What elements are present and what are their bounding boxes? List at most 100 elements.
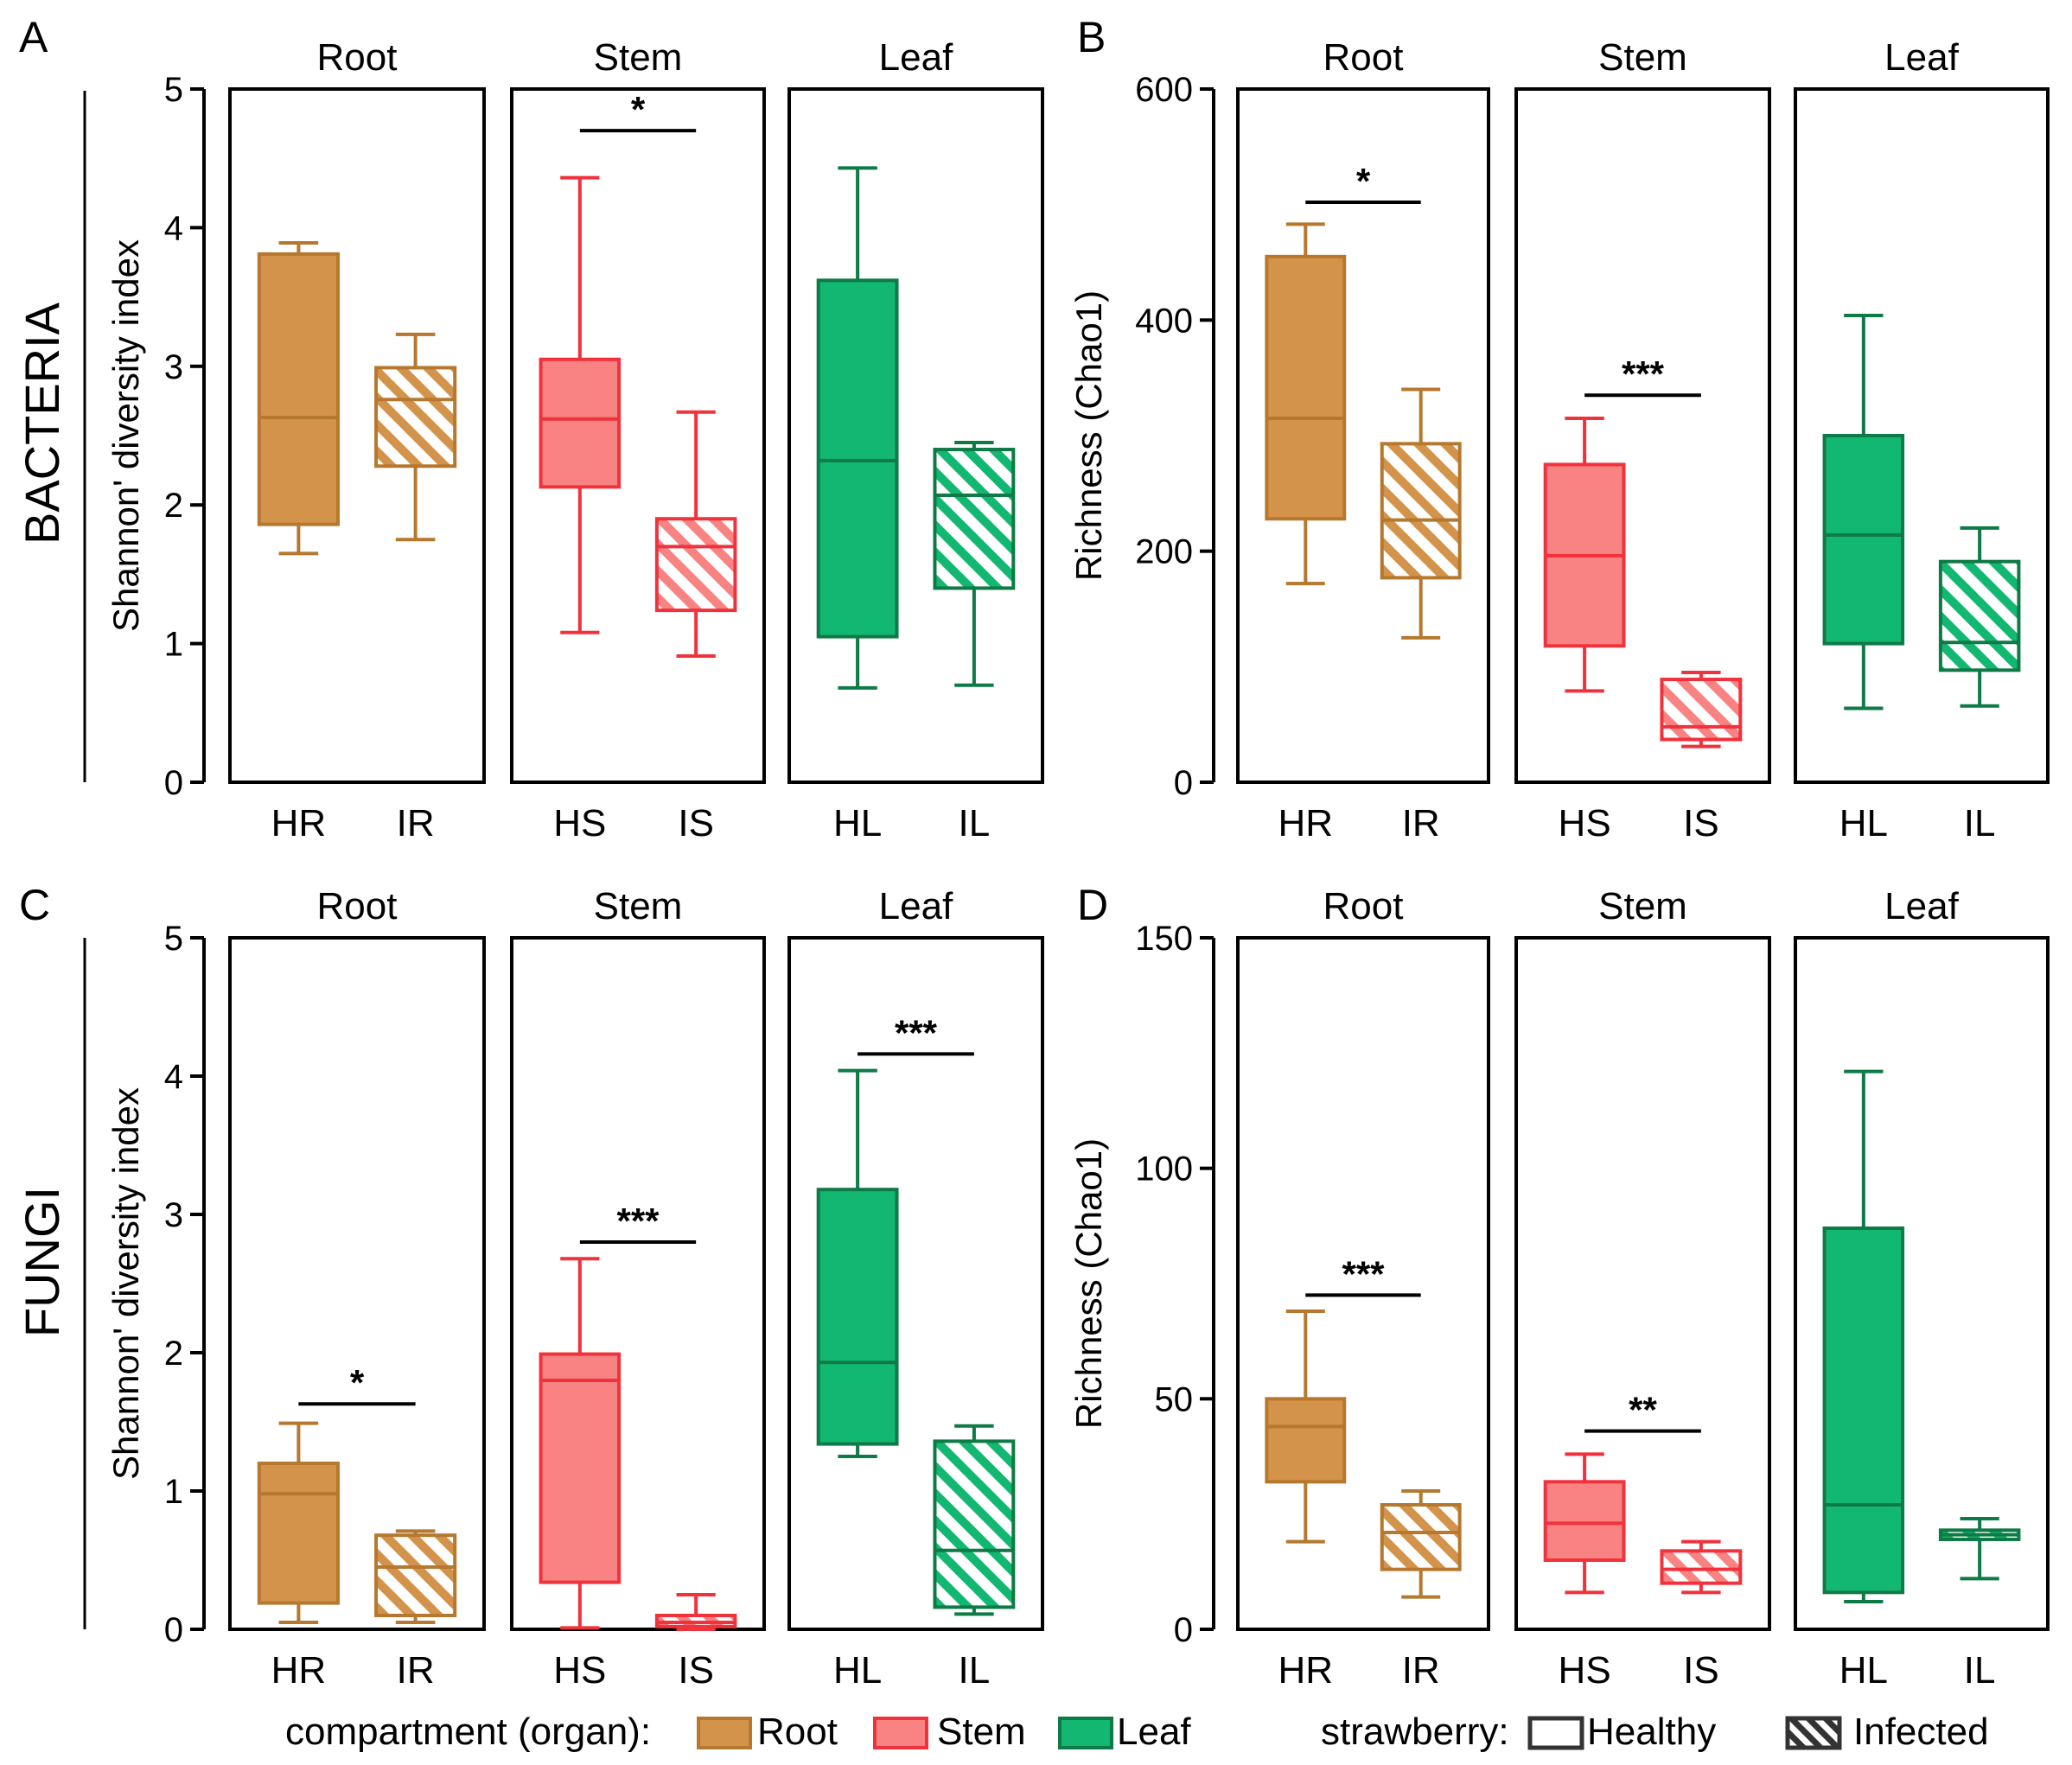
- box-hs-c: [539, 1352, 622, 1584]
- legend-label-stem: Stem: [937, 1711, 1026, 1753]
- facet-title-stem-d: Stem: [1598, 885, 1687, 927]
- y-axis-label-b: Richness (Chao1): [1068, 290, 1109, 581]
- category-label-il-d: IL: [1964, 1649, 1996, 1692]
- category-label-hs-a: HS: [553, 802, 606, 844]
- box-is-b: [1660, 678, 1743, 742]
- row-label-fungi: FUNGI: [15, 1187, 69, 1337]
- facet-title-leaf-a: Leaf: [879, 36, 953, 79]
- legend-swatch-stem: [873, 1717, 928, 1749]
- legend-swatch-healthy: [1527, 1716, 1584, 1750]
- category-label-hl-d: HL: [1839, 1649, 1888, 1692]
- facet-frame-stem-d: [1514, 936, 1771, 1631]
- legend-label-healthy: Healthy: [1587, 1711, 1716, 1753]
- legend-compartment-title: compartment (organ):: [285, 1711, 651, 1753]
- facet-title-stem-a: Stem: [594, 36, 683, 79]
- y-tick-label-c: 2: [164, 1335, 183, 1373]
- category-label-hs-b: HS: [1559, 802, 1611, 844]
- panel-letter-d: D: [1077, 881, 1108, 929]
- box-hl-c: [816, 1188, 899, 1446]
- facet-frame-leaf-a: [787, 87, 1044, 784]
- category-label-hs-c: HS: [553, 1649, 606, 1692]
- category-label-il-b: IL: [1964, 802, 1996, 844]
- category-label-ir-b: IR: [1402, 802, 1440, 844]
- facet-title-root-a: Root: [317, 36, 398, 79]
- category-label-hr-b: HR: [1278, 802, 1334, 844]
- category-label-hr-d: HR: [1278, 1649, 1334, 1692]
- y-tick-label-d: 150: [1135, 920, 1193, 958]
- facet-title-leaf-c: Leaf: [879, 885, 953, 927]
- box-ir-a: [374, 366, 457, 468]
- significance-label-stem-a: *: [631, 89, 646, 130]
- y-tick-label-b: 200: [1135, 533, 1193, 571]
- box-ir-c: [374, 1533, 457, 1617]
- y-axis-label-c: Shannon' diversity index: [105, 1087, 146, 1480]
- box-ir-b: [1380, 442, 1462, 580]
- box-hl-d: [1822, 1227, 1905, 1595]
- y-tick-label-c: 0: [164, 1611, 183, 1649]
- legend-strawberry-title: strawberry:: [1321, 1711, 1509, 1753]
- box-hr-d: [1265, 1397, 1347, 1484]
- facet-frame-stem-c: [510, 936, 766, 1631]
- legend-label-root: Root: [757, 1711, 838, 1753]
- category-label-hl-b: HL: [1839, 802, 1888, 844]
- y-tick-label-a: 4: [164, 209, 183, 247]
- category-label-hl-a: HL: [833, 802, 882, 844]
- facet-title-root-b: Root: [1323, 36, 1404, 79]
- category-label-ir-c: IR: [397, 1649, 435, 1692]
- box-hl-b: [1822, 434, 1905, 646]
- significance-label-root-b: *: [1356, 161, 1371, 201]
- box-il-a: [933, 448, 1016, 590]
- category-label-ir-a: IR: [397, 802, 435, 844]
- facet-frame-leaf-b: [1794, 87, 2050, 784]
- y-tick-label-a: 3: [164, 348, 183, 386]
- panel-d: 0 50 100 150 Richness (Chao1) Root HR IR *** Stem…: [1068, 885, 2050, 1692]
- facet-frame-root-c: [228, 936, 486, 1631]
- panel-letter-c: C: [19, 881, 50, 929]
- significance-label-leaf-c: ***: [895, 1012, 938, 1053]
- facet-frame-leaf-d: [1794, 936, 2050, 1631]
- facet-title-stem-c: Stem: [594, 885, 683, 927]
- y-tick-label-c: 5: [164, 920, 183, 958]
- category-label-il-c: IL: [959, 1649, 991, 1692]
- y-tick-label-c: 1: [164, 1473, 183, 1511]
- box-hr-b: [1265, 254, 1347, 521]
- y-tick-label-a: 1: [164, 626, 183, 664]
- panel-b: 0 200 400 600 Richness (Chao1) Root HR IR * Stem H…: [1068, 36, 2050, 844]
- facet-frame-stem-b: [1514, 87, 1771, 784]
- facet-frame-stem-a: [510, 87, 766, 784]
- legend-swatch-root: [697, 1717, 752, 1749]
- y-tick-label-c: 4: [164, 1058, 183, 1096]
- category-label-hr-c: HR: [271, 1649, 327, 1692]
- category-label-hs-d: HS: [1559, 1649, 1611, 1692]
- y-tick-label-a: 2: [164, 487, 183, 525]
- category-label-is-d: IS: [1683, 1649, 1719, 1692]
- panel-a: 0 1 2 3 4 5 Shannon' diversity index Root HR IR St…: [105, 36, 1044, 844]
- y-tick-label-c: 3: [164, 1196, 183, 1234]
- y-tick-label-d: 50: [1155, 1380, 1194, 1418]
- box-hr-c: [257, 1462, 340, 1605]
- y-tick-label-b: 0: [1174, 764, 1193, 802]
- facet-frame-root-b: [1236, 87, 1490, 784]
- y-tick-label-a: 0: [164, 764, 183, 802]
- facet-frame-leaf-c: [787, 936, 1044, 1631]
- category-label-il-a: IL: [959, 802, 991, 844]
- box-hr-a: [257, 252, 340, 526]
- category-label-is-c: IS: [678, 1649, 714, 1692]
- y-tick-label-b: 600: [1135, 71, 1193, 109]
- facet-frame-root-d: [1236, 936, 1490, 1631]
- legend-swatch-leaf: [1058, 1717, 1113, 1749]
- facet-title-root-d: Root: [1323, 885, 1404, 927]
- legend: compartment (organ): Root Stem Leaf stra…: [285, 1711, 1989, 1753]
- box-il-b: [1938, 559, 2021, 672]
- y-tick-label-b: 400: [1135, 302, 1193, 340]
- significance-label-root-d: ***: [1342, 1253, 1385, 1294]
- legend-label-infected: Infected: [1853, 1711, 1989, 1753]
- box-hs-a: [539, 357, 622, 489]
- y-tick-label-d: 100: [1135, 1150, 1193, 1188]
- box-ir-d: [1380, 1503, 1462, 1571]
- category-label-is-b: IS: [1683, 802, 1719, 844]
- category-label-ir-d: IR: [1402, 1649, 1440, 1692]
- facet-title-leaf-d: Leaf: [1884, 885, 1959, 927]
- facet-title-leaf-b: Leaf: [1884, 36, 1959, 79]
